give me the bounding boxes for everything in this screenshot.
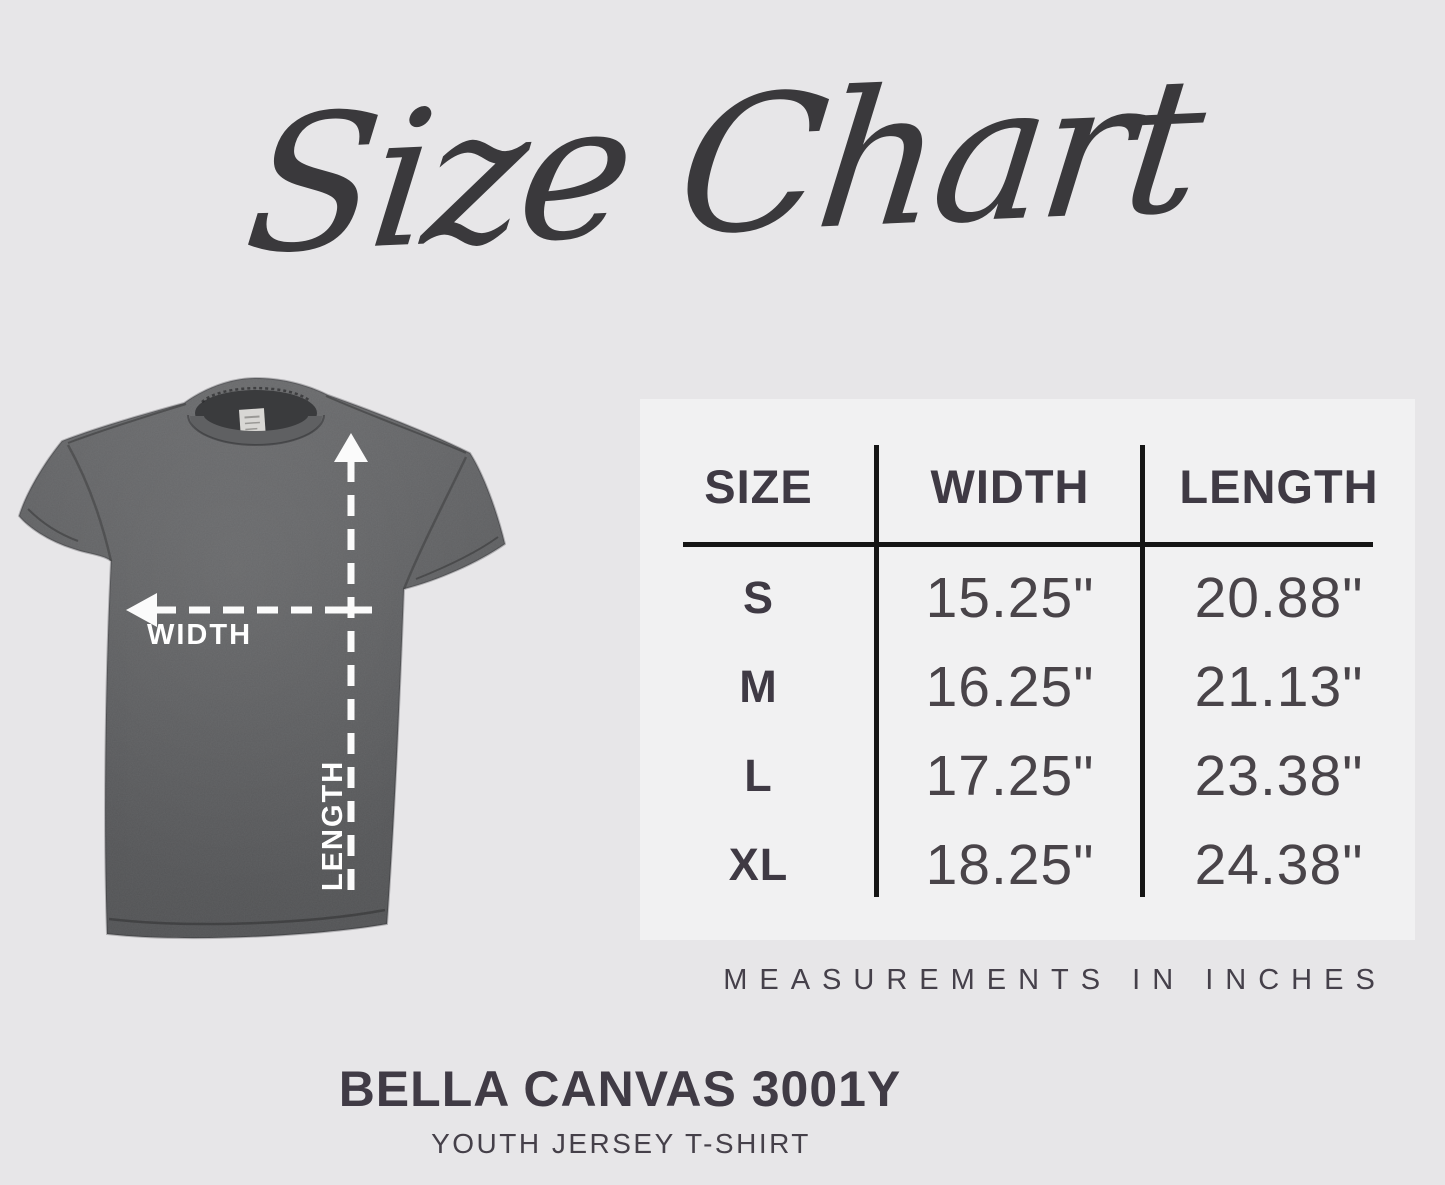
table-divider-vertical-2 xyxy=(1140,445,1145,897)
size-cell: L xyxy=(744,749,773,801)
column-header-size: SIZE xyxy=(704,459,813,513)
width-cell: 15.25" xyxy=(925,565,1095,630)
product-subtitle: YOUTH JERSEY T-SHIRT xyxy=(431,1128,811,1159)
left-arrow-icon xyxy=(126,593,157,627)
page-title: Size Chart xyxy=(0,0,1445,352)
size-cell: S xyxy=(742,571,774,623)
page-title-text: Size Chart xyxy=(236,36,1209,296)
length-cell: 20.88" xyxy=(1194,565,1364,630)
table-row: M 16.25" 21.13" xyxy=(640,642,1415,731)
table-row: L 17.25" 23.38" xyxy=(640,731,1415,820)
table-divider-vertical-1 xyxy=(874,445,879,897)
width-cell: 16.25" xyxy=(925,654,1095,719)
table-body: S 15.25" 20.88" M 16.25" 21.13" L 17.25"… xyxy=(640,553,1415,909)
product-name: BELLA CANVAS 3001Y xyxy=(338,1061,902,1117)
tshirt-diagram: WIDTH LENGTH xyxy=(17,376,506,940)
width-cell: 18.25" xyxy=(925,832,1095,897)
length-cell: 23.38" xyxy=(1194,743,1364,808)
table-header-row: SIZE WIDTH LENGTH xyxy=(640,399,1415,545)
measurement-arrows xyxy=(126,433,372,902)
size-cell: M xyxy=(739,660,778,712)
width-cell: 17.25" xyxy=(925,743,1095,808)
size-chart-panel: SIZE WIDTH LENGTH S 15.25" 20.88" M 16.2… xyxy=(640,399,1415,940)
up-arrow-icon xyxy=(334,433,368,462)
table-header-rule xyxy=(683,542,1373,547)
length-cell: 21.13" xyxy=(1194,654,1364,719)
tshirt-silhouette xyxy=(17,376,506,940)
table-row: XL 18.25" 24.38" xyxy=(640,820,1415,909)
shirt-length-label: LENGTH xyxy=(317,760,349,891)
column-header-length: LENGTH xyxy=(1179,459,1379,513)
tshirt-collar xyxy=(187,386,325,446)
table-row: S 15.25" 20.88" xyxy=(640,553,1415,642)
shirt-width-label: WIDTH xyxy=(147,619,252,651)
size-cell: XL xyxy=(728,838,789,890)
units-note: MEASUREMENTS IN INCHES xyxy=(723,964,1387,996)
length-cell: 24.38" xyxy=(1194,832,1364,897)
column-header-width: WIDTH xyxy=(930,459,1090,513)
